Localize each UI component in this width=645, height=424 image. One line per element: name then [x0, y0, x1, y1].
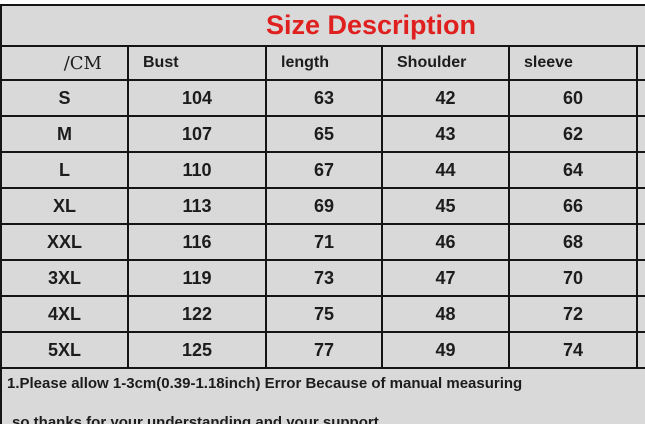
column-header-length: length: [265, 45, 383, 81]
cutoff-cell: [636, 79, 645, 117]
table-row: 5XL 125 77 49 74: [0, 331, 645, 369]
size-table: Size Description /CM Bust length Shoulde…: [0, 4, 645, 424]
cutoff-cell: [636, 187, 645, 225]
size-label-cell: L: [0, 151, 129, 189]
size-label-cell: 3XL: [0, 259, 129, 297]
value-cell: 70: [508, 259, 638, 297]
table-row: XL 113 69 45 66: [0, 187, 645, 225]
cutoff-cell: [636, 259, 645, 297]
value-cell: 122: [127, 295, 267, 333]
cutoff-cell: [636, 151, 645, 189]
value-cell: 43: [381, 115, 510, 153]
value-cell: 64: [508, 151, 638, 189]
size-label-cell: M: [0, 115, 129, 153]
column-header-shoulder: Shoulder: [381, 45, 510, 81]
value-cell: 71: [265, 223, 383, 261]
size-label-cell: XL: [0, 187, 129, 225]
value-cell: 65: [265, 115, 383, 153]
unit-header-cell: /CM: [0, 45, 129, 81]
value-cell: 74: [508, 331, 638, 369]
value-cell: 46: [381, 223, 510, 261]
value-cell: 72: [508, 295, 638, 333]
notes-cell: 1.Please allow 1-3cm(0.39-1.18inch) Erro…: [0, 367, 645, 424]
value-cell: 75: [265, 295, 383, 333]
cutoff-cell: [636, 295, 645, 333]
value-cell: 47: [381, 259, 510, 297]
size-label-cell: 4XL: [0, 295, 129, 333]
cutoff-cell: [636, 223, 645, 261]
value-cell: 63: [265, 79, 383, 117]
size-label-cell: S: [0, 79, 129, 117]
value-cell: 77: [265, 331, 383, 369]
table-row: S 104 63 42 60: [0, 79, 645, 117]
notes-row: 1.Please allow 1-3cm(0.39-1.18inch) Erro…: [0, 367, 645, 424]
table-row: 4XL 122 75 48 72: [0, 295, 645, 333]
column-header-bust: Bust: [127, 45, 267, 81]
value-cell: 60: [508, 79, 638, 117]
value-cell: 73: [265, 259, 383, 297]
value-cell: 67: [265, 151, 383, 189]
size-label-cell: 5XL: [0, 331, 129, 369]
value-cell: 104: [127, 79, 267, 117]
table-row: L 110 67 44 64: [0, 151, 645, 189]
size-label-cell: XXL: [0, 223, 129, 261]
column-header-sleeve: sleeve: [508, 45, 638, 81]
note-thanks: so thanks for your understanding and you…: [12, 414, 379, 424]
table-row: 3XL 119 73 47 70: [0, 259, 645, 297]
value-cell: 68: [508, 223, 638, 261]
value-cell: 66: [508, 187, 638, 225]
page-title: Size Description: [0, 4, 645, 47]
cutoff-cell: [636, 331, 645, 369]
header-row: /CM Bust length Shoulder sleeve: [0, 45, 645, 81]
cutoff-cell: [636, 115, 645, 153]
value-cell: 62: [508, 115, 638, 153]
value-cell: 119: [127, 259, 267, 297]
value-cell: 69: [265, 187, 383, 225]
value-cell: 110: [127, 151, 267, 189]
value-cell: 49: [381, 331, 510, 369]
table-row: XXL 116 71 46 68: [0, 223, 645, 261]
title-row: Size Description: [0, 4, 645, 47]
value-cell: 116: [127, 223, 267, 261]
value-cell: 107: [127, 115, 267, 153]
value-cell: 113: [127, 187, 267, 225]
value-cell: 42: [381, 79, 510, 117]
value-cell: 125: [127, 331, 267, 369]
table-row: M 107 65 43 62: [0, 115, 645, 153]
cutoff-header-cell: [636, 45, 645, 81]
note-measuring-error: 1.Please allow 1-3cm(0.39-1.18inch) Erro…: [7, 375, 523, 392]
value-cell: 45: [381, 187, 510, 225]
value-cell: 44: [381, 151, 510, 189]
value-cell: 48: [381, 295, 510, 333]
